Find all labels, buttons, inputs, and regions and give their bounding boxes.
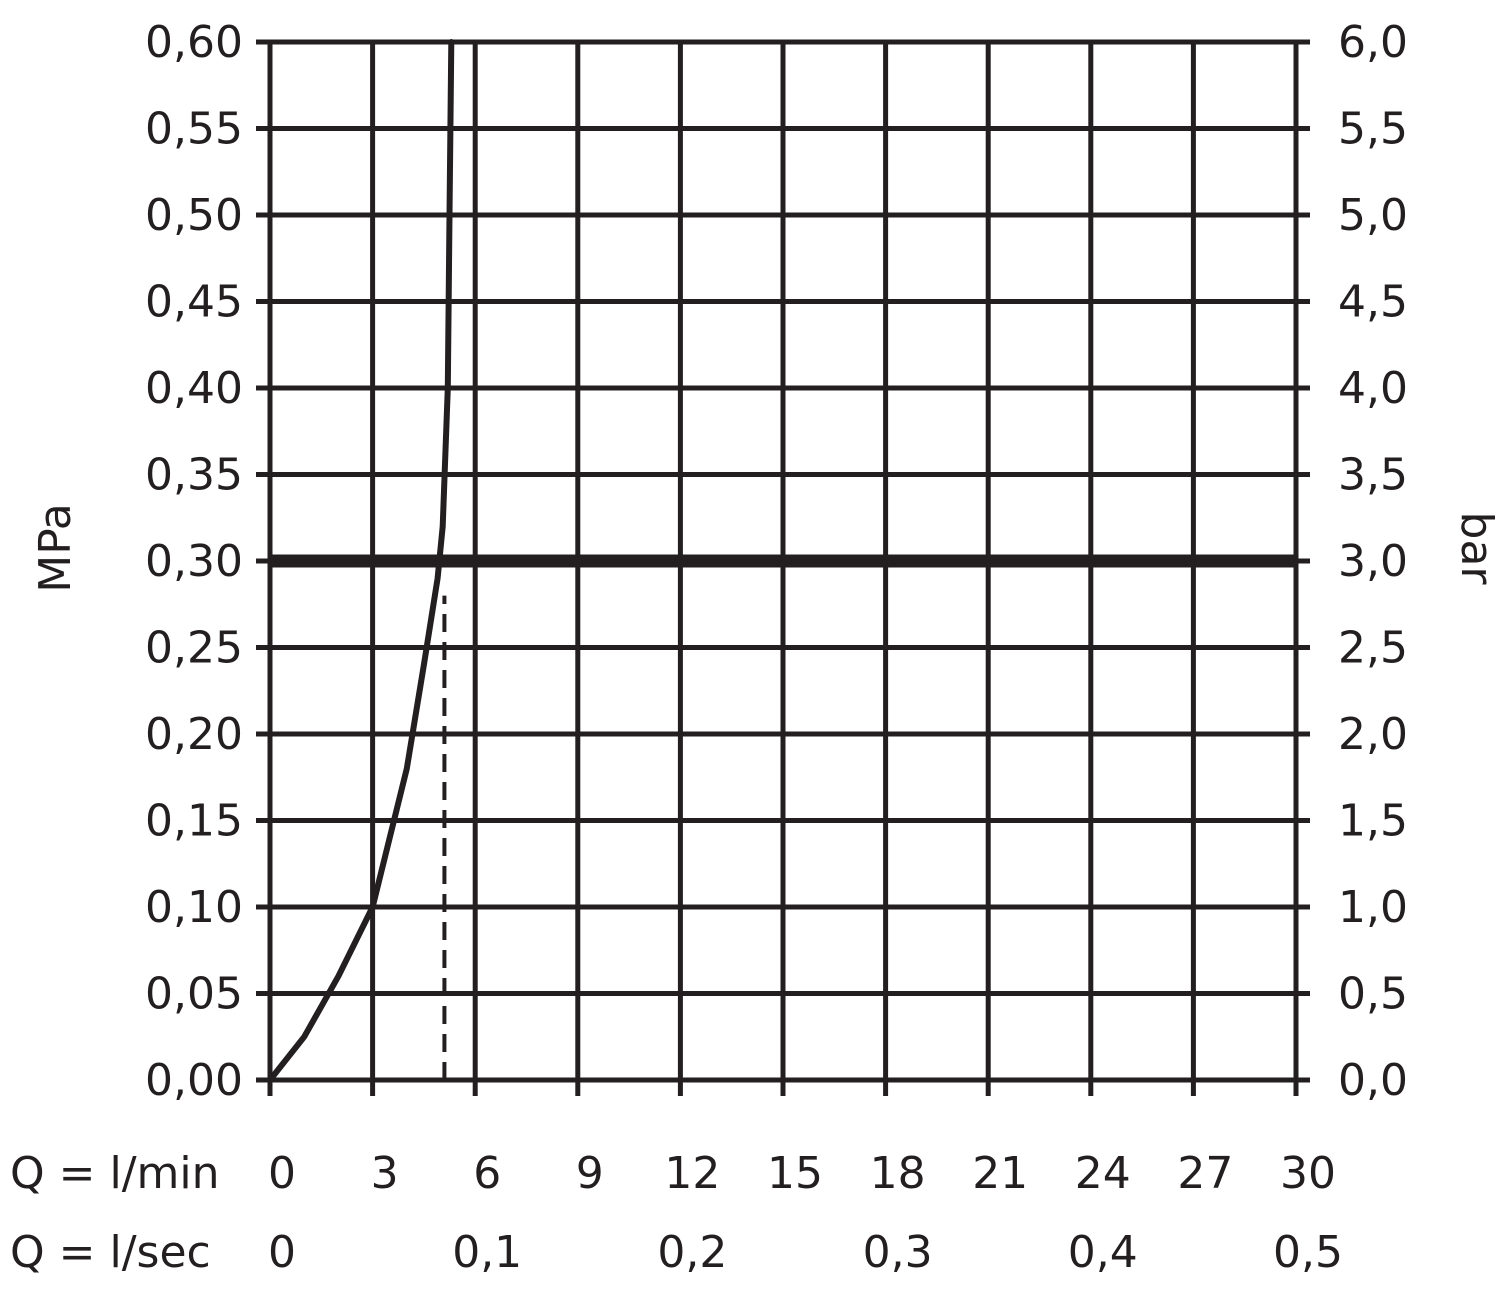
- series-curve: [267, 39, 455, 1083]
- left-axis-title: MPa: [30, 503, 81, 592]
- right-tick-label: 2,0: [1338, 709, 1408, 760]
- x-tick-label-lmin: 0: [268, 1148, 296, 1199]
- x-tick-label-lmin: 18: [870, 1148, 926, 1199]
- right-tick-label: 3,5: [1338, 450, 1408, 501]
- right-tick-label: 5,0: [1338, 190, 1408, 241]
- left-tick-label: 0,60: [145, 17, 243, 68]
- right-tick-label: 4,0: [1338, 363, 1408, 414]
- right-tick-label: 3,0: [1338, 536, 1408, 587]
- left-tick-label: 0,30: [145, 536, 243, 587]
- right-tick-label: 1,0: [1338, 882, 1408, 933]
- left-tick-label: 0,45: [145, 277, 243, 328]
- x-tick-label-lsec: 0: [268, 1227, 296, 1278]
- right-tick-label: 5,5: [1338, 104, 1408, 155]
- x-tick-label-lmin: 9: [576, 1148, 604, 1199]
- left-tick-label: 0,55: [145, 104, 243, 155]
- tick-marks: [256, 39, 1310, 1096]
- left-tick-label: 0,50: [145, 190, 243, 241]
- x-tick-label-lmin: 27: [1177, 1148, 1233, 1199]
- left-tick-label: 0,25: [145, 623, 243, 674]
- right-tick-label: 1,5: [1338, 796, 1408, 847]
- x-tick-label-lsec: 0,5: [1273, 1227, 1343, 1278]
- right-tick-label: 6,0: [1338, 17, 1408, 68]
- x-tick-label-lmin: 3: [371, 1148, 399, 1199]
- left-tick-label: 0,20: [145, 709, 243, 760]
- x-tick-label-lmin: 15: [767, 1148, 823, 1199]
- x-tick-label-lsec: 0,2: [657, 1227, 727, 1278]
- x-tick-label-lmin: 12: [664, 1148, 720, 1199]
- right-tick-label: 0,0: [1338, 1055, 1408, 1106]
- x-tick-label-lmin: 21: [972, 1148, 1028, 1199]
- x-axis-primary-title: Q = l/min: [10, 1148, 220, 1199]
- left-tick-label: 0,35: [145, 450, 243, 501]
- tick-labels: 0,00 0,00,05 0,50,10 1,00,15 1,50,20 2,00,25 2…: [145, 17, 1408, 1278]
- x-tick-label-lmin: 24: [1075, 1148, 1131, 1199]
- left-tick-label: 0,40: [145, 363, 243, 414]
- right-tick-label: 2,5: [1338, 623, 1408, 674]
- left-tick-label: 0,15: [145, 796, 243, 847]
- right-tick-label: 0,5: [1338, 969, 1408, 1020]
- x-axis-secondary-title: Q = l/sec: [10, 1227, 211, 1278]
- x-tick-label-lsec: 0,3: [863, 1227, 933, 1278]
- right-tick-label: 4,5: [1338, 277, 1408, 328]
- left-tick-label: 0,05: [145, 969, 243, 1020]
- x-tick-label-lsec: 0,1: [452, 1227, 522, 1278]
- x-tick-label-lmin: 6: [473, 1148, 501, 1199]
- right-axis-title: bar: [1451, 512, 1500, 586]
- x-tick-label-lmin: 30: [1280, 1148, 1336, 1199]
- series-layer: [267, 39, 455, 1083]
- left-tick-label: 0,10: [145, 882, 243, 933]
- x-tick-label-lsec: 0,4: [1068, 1227, 1138, 1278]
- left-tick-label: 0,00: [145, 1055, 243, 1106]
